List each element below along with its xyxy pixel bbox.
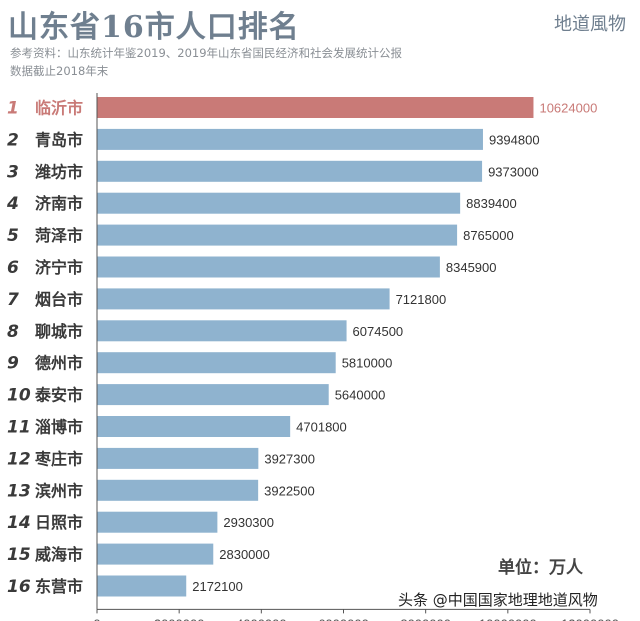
category-label: 临沂市 (35, 99, 83, 118)
x-tick-label: 12000000 (561, 616, 619, 621)
value-label: 8765000 (463, 228, 514, 243)
bar (97, 575, 187, 597)
bar (97, 128, 483, 150)
value-label: 5810000 (342, 356, 393, 371)
bar (97, 511, 218, 533)
category-label: 济宁市 (35, 258, 83, 277)
rank-label: 2 (7, 130, 19, 150)
value-label: 8839400 (466, 196, 517, 211)
category-label: 青岛市 (35, 130, 83, 149)
x-tick-label: 0 (93, 616, 100, 621)
value-label: 8345900 (446, 260, 497, 275)
value-label: 9373000 (488, 164, 539, 179)
bar (97, 479, 259, 501)
bar (97, 160, 483, 182)
rank-label: 15 (7, 545, 31, 565)
bar (97, 224, 458, 246)
bar (97, 543, 214, 565)
category-label: 东营市 (35, 577, 83, 596)
bar (97, 416, 291, 437)
bar (97, 256, 440, 278)
category-label: 枣庄市 (34, 449, 83, 468)
category-label: 泰安市 (34, 386, 83, 405)
rank-label: 14 (7, 513, 31, 533)
x-tick-label: 10000000 (479, 616, 537, 621)
value-label: 4701800 (296, 420, 347, 435)
bar (97, 384, 329, 406)
rank-label: 11 (7, 418, 31, 438)
value-label: 9394800 (489, 132, 540, 147)
rank-label: 4 (6, 194, 19, 214)
value-label: 7121800 (396, 292, 447, 307)
bar (97, 97, 534, 118)
value-label: 3922500 (264, 483, 315, 498)
value-label: 6074500 (353, 324, 404, 339)
x-tick-label: 8000000 (400, 616, 451, 621)
rank-label: 5 (7, 226, 19, 246)
rank-label: 9 (7, 354, 19, 374)
bar (97, 288, 390, 310)
x-tick-label: 2000000 (154, 616, 205, 621)
category-label: 滨州市 (35, 481, 83, 500)
category-label: 潍坊市 (35, 162, 83, 181)
bar (97, 352, 336, 374)
value-label: 10624000 (539, 101, 597, 116)
value-label: 2930300 (223, 515, 274, 530)
rank-label: 6 (7, 258, 19, 278)
category-label: 济南市 (35, 194, 83, 213)
brand-logo: 地道風物 (554, 14, 626, 35)
category-label: 淄博市 (35, 418, 83, 437)
rank-label: 3 (7, 162, 19, 182)
value-label: 5640000 (335, 388, 386, 403)
bar (97, 447, 259, 469)
rank-label: 10 (7, 386, 31, 406)
subtitle-source: 参考资料：山东统计年鉴2019、2019年山东省国民经济和社会发展统计公报 (10, 46, 403, 60)
category-label: 日照市 (35, 513, 83, 532)
category-label: 烟台市 (35, 290, 83, 309)
bar (97, 192, 461, 214)
bar (97, 320, 347, 342)
value-label: 2172100 (192, 579, 243, 594)
rank-label: 1 (7, 99, 19, 119)
subtitle-date: 数据截止2018年末 (10, 64, 109, 78)
page-title: 山东省16市人口排名 (8, 10, 300, 45)
value-label: 2830000 (219, 547, 270, 562)
rank-label: 7 (7, 290, 19, 310)
category-label: 聊城市 (35, 322, 83, 341)
x-tick-label: 4000000 (236, 616, 287, 621)
rank-label: 12 (7, 449, 31, 469)
x-tick-label: 6000000 (318, 616, 369, 621)
category-label: 威海市 (35, 545, 83, 564)
rank-label: 16 (7, 577, 31, 597)
unit-label: 单位：万人 (498, 558, 583, 578)
watermark: 头条 @中国国家地理地道风物 (398, 591, 598, 609)
rank-label: 13 (7, 481, 31, 501)
rank-label: 8 (7, 322, 19, 342)
category-label: 德州市 (35, 354, 83, 373)
category-label: 菏泽市 (35, 226, 83, 245)
value-label: 3927300 (264, 451, 315, 466)
